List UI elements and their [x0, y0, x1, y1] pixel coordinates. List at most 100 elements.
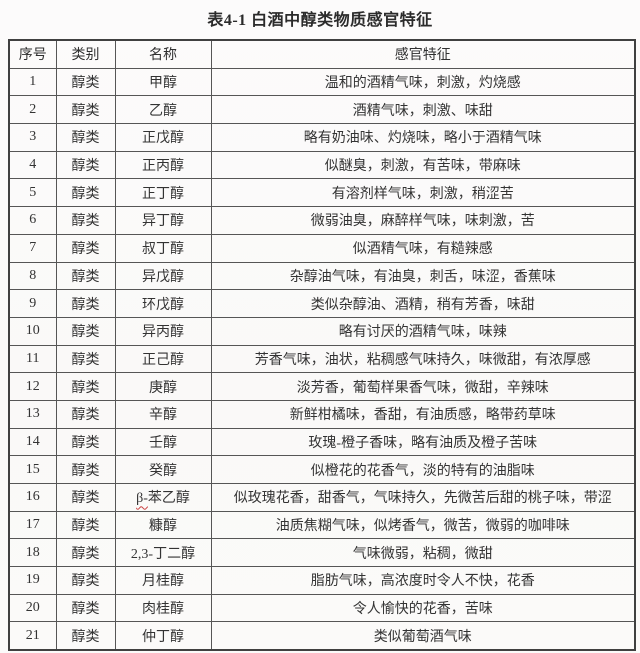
table-row: 15 醇类 癸醇 似橙花的花香气，淡的特有的油脂味 [8, 455, 636, 484]
table-row: 13 醇类 辛醇 新鲜柑橘味，香甜，有油质感，略带药草味 [8, 399, 636, 429]
table-row: 14 醇类 壬醇 玫瑰-橙子香味，略有油质及橙子苦味 [8, 427, 636, 457]
row-name-cell: 异戊醇 [114, 261, 212, 291]
row-name-cell: 叔丁醇 [114, 233, 212, 263]
row-feature-cell: 淡芳香，葡萄样果香气味，微甜，辛辣味 [210, 372, 636, 401]
row-name-cell: 正丙醇 [114, 150, 212, 180]
row-feature-cell: 类似杂醇油、酒精，稍有芳香，味甜 [210, 289, 636, 318]
table-row: 1 醇类 甲醇 温和的酒精气味，刺激，灼烧感 [8, 67, 636, 97]
row-category-cell: 醇类 [55, 427, 116, 457]
row-feature-cell: 芳香气味，油状，粘稠感气味持久，味微甜，有浓厚感 [210, 344, 636, 374]
row-category-cell: 醇类 [55, 67, 116, 97]
table-header-row: 序号 类别 名称 感官特征 [8, 39, 636, 69]
row-number-cell: 20 [8, 593, 57, 623]
row-feature-cell: 略有奶油味、灼烧味，略小于酒精气味 [210, 123, 636, 152]
row-name-cell: 壬醇 [114, 427, 212, 457]
row-name-cell: 正己醇 [114, 344, 212, 374]
document-table: 序号 类别 名称 感官特征 1 醇类 甲醇 温和的酒精气味，刺激，灼烧感 2 醇类 乙醇 酒精… [8, 39, 636, 652]
row-number-cell: 11 [8, 344, 57, 374]
table-row: 9 醇类 环戊醇 类似杂醇油、酒精，稍有芳香，味甜 [8, 289, 636, 318]
row-feature-cell: 似橙花的花香气，淡的特有的油脂味 [210, 455, 636, 484]
table-row: 18 醇类 2,3-丁二醇 气味微弱，粘稠，微甜 [8, 538, 636, 568]
row-category-cell: 醇类 [55, 289, 116, 318]
row-name-cell: 月桂醇 [114, 566, 212, 595]
row-feature-cell: 类似葡萄酒气味 [210, 621, 636, 651]
row-number-cell: 2 [8, 95, 57, 125]
row-number-cell: 12 [8, 372, 57, 401]
row-number-cell: 17 [8, 510, 57, 540]
row-name-cell: 糠醇 [114, 510, 212, 540]
table-row: 4 醇类 正丙醇 似醚臭，刺激，有苦味，带麻味 [8, 150, 636, 180]
row-name-cell: 环戊醇 [114, 289, 212, 318]
table-row: 21 醇类 仲丁醇 类似葡萄酒气味 [8, 621, 636, 651]
row-number-cell: 9 [8, 289, 57, 318]
row-number-cell: 16 [8, 483, 57, 512]
row-feature-cell: 似玫瑰花香，甜香气，气味持久，先微苦后甜的桃子味，带涩 [210, 483, 636, 512]
row-name-cell: 仲丁醇 [114, 621, 212, 651]
row-number-cell: 21 [8, 621, 57, 651]
row-feature-cell: 似醚臭，刺激，有苦味，带麻味 [210, 150, 636, 180]
row-category-cell: 醇类 [55, 593, 116, 623]
row-name-cell: 2,3-丁二醇 [114, 538, 212, 568]
row-feature-cell: 酒精气味，刺激、味甜 [210, 95, 636, 125]
row-name-cell: 正戊醇 [114, 123, 212, 152]
row-category-cell: 醇类 [55, 483, 116, 512]
row-category-cell: 醇类 [55, 316, 116, 346]
row-name-cell: 异丁醇 [114, 206, 212, 235]
row-feature-cell: 杂醇油气味，有油臭，刺舌，味涩，香蕉味 [210, 261, 636, 291]
row-category-cell: 醇类 [55, 150, 116, 180]
table-row: 20 醇类 肉桂醇 令人愉快的花香，苦味 [8, 593, 636, 623]
row-feature-cell: 似酒精气味，有糙辣感 [210, 233, 636, 263]
row-feature-cell: 略有讨厌的酒精气味，味辣 [210, 316, 636, 346]
table-row: 11 醇类 正己醇 芳香气味，油状，粘稠感气味持久，味微甜，有浓厚感 [8, 344, 636, 374]
row-category-cell: 醇类 [55, 178, 116, 208]
header-cell-name: 名称 [114, 39, 212, 69]
row-feature-cell: 有溶剂样气味，刺激，稍涩苦 [210, 178, 636, 208]
row-number-cell: 8 [8, 261, 57, 291]
row-category-cell: 醇类 [55, 95, 116, 125]
row-feature-cell: 油质焦糊气味，似烤香气，微苦，微弱的咖啡味 [210, 510, 636, 540]
row-number-cell: 1 [8, 67, 57, 97]
row-category-cell: 醇类 [55, 206, 116, 235]
row-number-cell: 10 [8, 316, 57, 346]
row-name-cell: 癸醇 [114, 455, 212, 484]
row-category-cell: 醇类 [55, 566, 116, 595]
row-feature-cell: 温和的酒精气味，刺激，灼烧感 [210, 67, 636, 97]
row-category-cell: 醇类 [55, 510, 116, 540]
table-row: 16 醇类 β-苯乙醇 似玫瑰花香，甜香气，气味持久，先微苦后甜的桃子味，带涩 [8, 483, 636, 512]
row-feature-cell: 令人愉快的花香，苦味 [210, 593, 636, 623]
row-name-cell: 正丁醇 [114, 178, 212, 208]
row-category-cell: 醇类 [55, 261, 116, 291]
row-number-cell: 19 [8, 566, 57, 595]
row-name-cell: 辛醇 [114, 399, 212, 429]
row-feature-cell: 微弱油臭，麻醉样气味，味刺激，苦 [210, 206, 636, 235]
header-cell-no: 序号 [8, 39, 57, 69]
row-name-cell: 庚醇 [114, 372, 212, 401]
row-number-cell: 4 [8, 150, 57, 180]
row-number-cell: 5 [8, 178, 57, 208]
row-feature-cell: 玫瑰-橙子香味，略有油质及橙子苦味 [210, 427, 636, 457]
row-number-cell: 15 [8, 455, 57, 484]
row-category-cell: 醇类 [55, 372, 116, 401]
table-row: 12 醇类 庚醇 淡芳香，葡萄样果香气味，微甜，辛辣味 [8, 372, 636, 401]
row-category-cell: 醇类 [55, 123, 116, 152]
row-category-cell: 醇类 [55, 344, 116, 374]
table-row: 6 醇类 异丁醇 微弱油臭，麻醉样气味，味刺激，苦 [8, 206, 636, 235]
row-number-cell: 13 [8, 399, 57, 429]
table-row: 19 醇类 月桂醇 脂肪气味，高浓度时令人不快，花香 [8, 566, 636, 595]
row-category-cell: 醇类 [55, 233, 116, 263]
spellcheck-underline: β- [136, 491, 148, 507]
table-row: 5 醇类 正丁醇 有溶剂样气味，刺激，稍涩苦 [8, 178, 636, 208]
row-name-cell: 甲醇 [114, 67, 212, 97]
row-name-cell: 异丙醇 [114, 316, 212, 346]
table-row: 8 醇类 异戊醇 杂醇油气味，有油臭，刺舌，味涩，香蕉味 [8, 261, 636, 291]
table-body: 1 醇类 甲醇 温和的酒精气味，刺激，灼烧感 2 醇类 乙醇 酒精气味，刺激、味甜 3 醇类 正戊醇… [8, 67, 636, 651]
row-number-cell: 7 [8, 233, 57, 263]
row-category-cell: 醇类 [55, 621, 116, 651]
row-category-cell: 醇类 [55, 399, 116, 429]
row-number-cell: 3 [8, 123, 57, 152]
row-category-cell: 醇类 [55, 538, 116, 568]
row-number-cell: 6 [8, 206, 57, 235]
row-number-cell: 14 [8, 427, 57, 457]
page-title: 表4-1 白酒中醇类物质感官特征 [207, 12, 433, 29]
table-row: 2 醇类 乙醇 酒精气味，刺激、味甜 [8, 95, 636, 125]
